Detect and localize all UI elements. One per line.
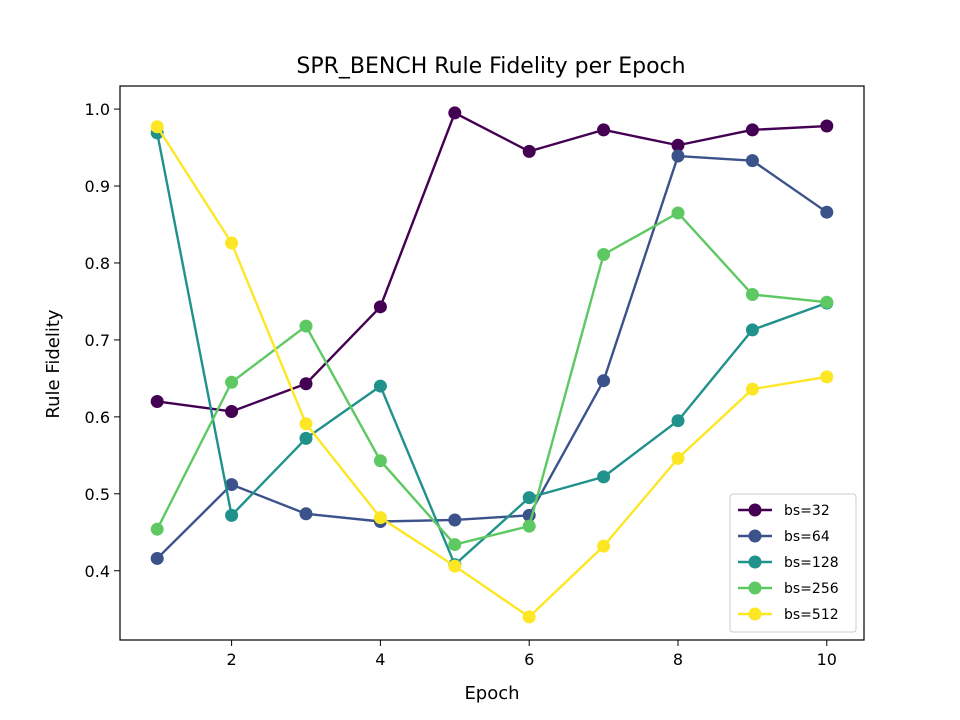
data-point [523,491,536,504]
legend-marker [749,556,762,569]
data-point [151,523,164,536]
data-point [225,236,238,249]
legend-marker [749,582,762,595]
data-point [523,520,536,533]
data-point [597,540,610,553]
data-point [448,106,461,119]
data-point [672,206,685,219]
data-point [746,383,759,396]
data-point [374,300,387,313]
x-tick-label: 10 [817,650,837,669]
legend: bs=32 bs=64 bs=128 bs=256 bs=512 [730,494,856,632]
y-tick-label: 1.0 [85,100,110,119]
data-point [820,120,833,133]
data-point [374,380,387,393]
y-tick-label: 0.4 [85,562,110,581]
legend-label: bs=512 [784,607,839,623]
data-point [300,417,313,430]
data-point [597,374,610,387]
data-point [746,154,759,167]
data-point [374,454,387,467]
data-point [448,513,461,526]
x-axis: 2 4 6 8 10 [227,640,837,669]
legend-label: bs=256 [784,581,839,597]
data-point [300,432,313,445]
data-point [672,150,685,163]
legend-marker [749,608,762,621]
x-axis-label: Epoch [464,683,519,704]
data-point [225,376,238,389]
y-tick-label: 0.9 [85,177,110,196]
data-point [300,377,313,390]
series-line [157,127,827,617]
data-point [523,145,536,158]
legend-marker [749,504,762,517]
data-point [225,509,238,522]
data-point [746,123,759,136]
series-line [157,156,827,558]
y-tick-label: 0.6 [85,408,110,427]
data-point [597,248,610,261]
data-point [225,405,238,418]
x-tick-label: 4 [375,650,385,669]
chart-title: SPR_BENCH Rule Fidelity per Epoch [296,54,685,79]
data-point [523,610,536,623]
data-point [448,538,461,551]
legend-label: bs=128 [784,555,839,571]
x-tick-label: 2 [227,650,237,669]
data-point [300,320,313,333]
x-tick-label: 6 [524,650,534,669]
legend-label: bs=32 [784,503,830,519]
series-line [157,113,827,412]
data-point [300,507,313,520]
data-point [151,120,164,133]
data-point [448,560,461,573]
data-point [151,552,164,565]
y-tick-label: 0.7 [85,331,110,350]
legend-label: bs=64 [784,529,830,545]
y-axis: 0.4 0.5 0.6 0.7 0.8 0.9 1.0 [85,100,120,581]
data-point [597,123,610,136]
data-point [820,370,833,383]
y-axis-label: Rule Fidelity [43,309,64,419]
data-point [672,452,685,465]
data-point [151,395,164,408]
data-point [672,414,685,427]
y-tick-label: 0.5 [85,485,110,504]
series-line [157,133,827,565]
data-point [746,323,759,336]
data-point [820,296,833,309]
data-point [374,511,387,524]
data-point [597,470,610,483]
legend-marker [749,530,762,543]
data-point [746,288,759,301]
x-tick-label: 8 [673,650,683,669]
series-bs-32 [151,106,834,418]
y-tick-label: 0.8 [85,254,110,273]
data-point [820,206,833,219]
